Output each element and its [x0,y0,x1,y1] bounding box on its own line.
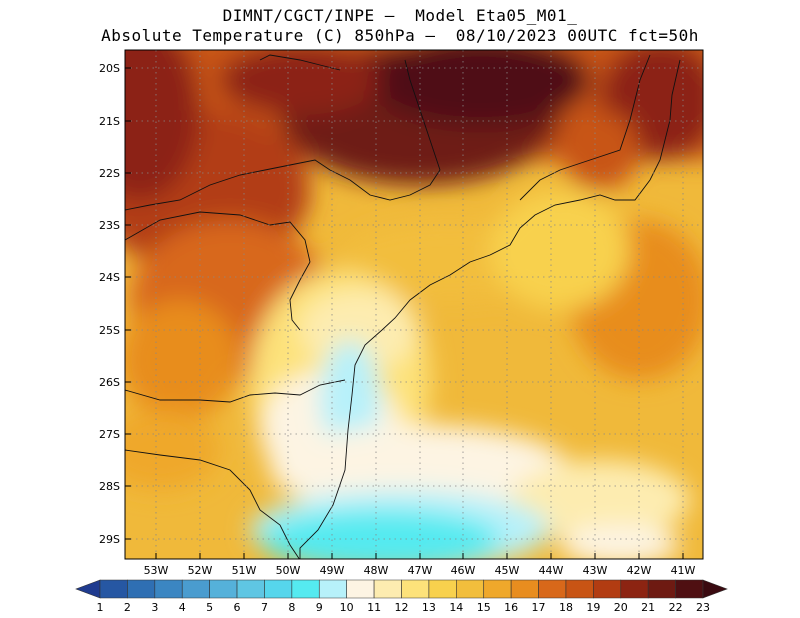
colorbar-segment [401,579,430,599]
colorbar-label: 7 [261,601,268,614]
colorbar-segment [236,579,265,599]
lon-label: 47W [408,564,433,577]
lat-label: 27S [99,428,120,441]
lon-label: 51W [232,564,257,577]
colorbar-segment [373,579,402,599]
colorbar-segment [620,579,649,599]
colorbar-segment [318,579,347,599]
lat-label: 28S [99,480,120,493]
lon-label: 45W [495,564,520,577]
colorbar-segment [675,579,704,599]
colorbar-label: 23 [696,601,710,614]
lat-label: 24S [99,271,120,284]
colorbar-segment [483,579,512,599]
colorbar-segment [510,579,539,599]
colorbar-label: 11 [367,601,381,614]
axis-ticks [125,67,684,559]
lat-label: 20S [99,62,120,75]
colorbar-label: 14 [449,601,463,614]
colorbar-segment [154,579,183,599]
lat-label: 23S [99,219,120,232]
boundaries [125,54,681,559]
colorbar-segment [181,579,210,599]
lon-label: 44W [539,564,564,577]
lon-label: 49W [320,564,345,577]
colorbar-label: 18 [559,601,573,614]
colorbar-segment [291,579,320,599]
lat-label: 22S [99,167,120,180]
lon-label: 42W [627,564,652,577]
colorbar-segment [456,579,485,599]
colorbar-label: 10 [340,601,354,614]
lon-label: 43W [583,564,608,577]
chart-subtitle: Absolute Temperature (C) 850hPa – 08/10/… [101,26,699,45]
colorbar-label: 16 [504,601,518,614]
colorbar-label: 22 [669,601,683,614]
lat-label: 29S [99,533,120,546]
colorbar-segment [428,579,457,599]
colorbar-label: 1 [97,601,104,614]
colorbar-segment [565,579,594,599]
colorbar-segment [346,579,375,599]
colorbar-label: 13 [422,601,436,614]
colorbar-label: 17 [532,601,546,614]
colorbar-segment [75,579,101,599]
colorbar-segment [702,579,728,599]
colorbar [75,579,728,599]
colorbar-segment [209,579,238,599]
temperature-field [125,50,703,559]
colorbar-segment [647,579,676,599]
lat-label: 26S [99,376,120,389]
lon-label: 52W [188,564,213,577]
lat-label: 21S [99,115,120,128]
lon-label: 41W [671,564,696,577]
colorbar-segment [127,579,156,599]
colorbar-label: 21 [641,601,655,614]
colorbar-label: 12 [395,601,409,614]
lat-label: 25S [99,324,120,337]
colorbar-label: 9 [316,601,323,614]
colorbar-label: 6 [234,601,241,614]
map-frame [124,49,704,560]
lon-label: 53W [144,564,169,577]
graticule [125,50,703,559]
colorbar-label: 4 [179,601,186,614]
lon-label: 46W [451,564,476,577]
colorbar-label: 3 [151,601,158,614]
colorbar-label: 19 [586,601,600,614]
colorbar-segment [264,579,293,599]
colorbar-label: 2 [124,601,131,614]
colorbar-label: 15 [477,601,491,614]
colorbar-label: 20 [614,601,628,614]
lon-label: 50W [276,564,301,577]
colorbar-label: 5 [206,601,213,614]
colorbar-segment [593,579,622,599]
lon-label: 48W [364,564,389,577]
colorbar-labels: 1 2 3 4 5 6 7 8 9 10 11 12 13 14 15 16 17 18 19 20 21 22 23 [97,601,711,614]
colorbar-segment [99,579,128,599]
colorbar-label: 8 [288,601,295,614]
colorbar-segment [538,579,567,599]
chart-title: DIMNT/CGCT/INPE – Model Eta05_M01_ [222,6,578,25]
